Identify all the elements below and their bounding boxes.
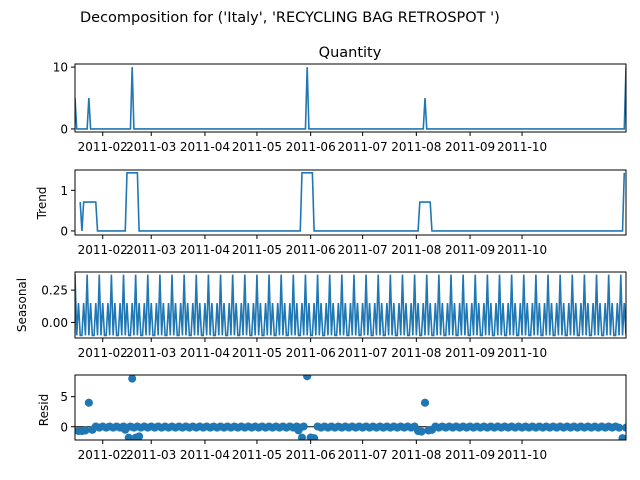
panel-seasonal-ylabel: Seasonal (15, 278, 29, 332)
resid-ytick-label: 0 (60, 420, 68, 434)
resid-point (84, 398, 93, 407)
resid-xtick-label: 2011-08 (391, 448, 441, 462)
seasonal-xtick-label: 2011-05 (232, 346, 282, 360)
quantity-xtick-label: 2011-02 (78, 140, 128, 154)
quantity-xtick-label: 2011-08 (391, 140, 441, 154)
quantity-xtick-label: 2011-06 (286, 140, 336, 154)
resid-xtick-label: 2011-10 (497, 448, 547, 462)
resid-ytick-label: 5 (60, 390, 68, 404)
trend-ytick-label: 1 (60, 184, 68, 198)
quantity-xtick-label: 2011-05 (232, 140, 282, 154)
trend-series-line (79, 172, 626, 232)
seasonal-xtick-label: 2011-10 (497, 346, 547, 360)
trend-axes-frame (74, 169, 627, 236)
resid-point (417, 427, 426, 436)
seasonal-xtick-label: 2011-07 (338, 346, 388, 360)
trend-xtick-label: 2011-03 (126, 243, 176, 257)
resid-point (297, 433, 306, 440)
seasonal-axes-frame (74, 271, 627, 339)
quantity-xtick-label: 2011-09 (445, 140, 495, 154)
panel-resid-ylabel: Resid (37, 394, 51, 426)
resid-point (618, 434, 626, 440)
resid-point (303, 375, 312, 381)
seasonal-xtick-label: 2011-03 (126, 346, 176, 360)
resid-point (294, 426, 303, 435)
seasonal-ytick-label: 0.25 (41, 284, 68, 298)
quantity-series-line (75, 67, 626, 130)
seasonal-xtick-label: 2011-02 (78, 346, 128, 360)
resid-point (128, 375, 137, 383)
seasonal-xtick-label: 2011-04 (180, 346, 230, 360)
resid-point (622, 423, 626, 432)
resid-xtick-label: 2011-07 (338, 448, 388, 462)
resid-point (427, 425, 436, 434)
trend-xtick-label: 2011-10 (497, 243, 547, 257)
resid-point (310, 434, 319, 440)
resid-xtick-label: 2011-09 (445, 448, 495, 462)
resid-xtick-label: 2011-03 (126, 448, 176, 462)
seasonal-xtick-label: 2011-09 (445, 346, 495, 360)
resid-point (81, 426, 90, 435)
quantity-axes-frame (74, 63, 627, 133)
trend-xtick-label: 2011-06 (286, 243, 336, 257)
quantity-xtick-label: 2011-07 (338, 140, 388, 154)
resid-axes-frame (74, 374, 627, 441)
seasonal-series-line (75, 274, 626, 337)
trend-xtick-label: 2011-02 (78, 243, 128, 257)
trend-xtick-label: 2011-08 (391, 243, 441, 257)
resid-xtick-label: 2011-02 (78, 448, 128, 462)
resid-point (135, 432, 144, 440)
resid-xtick-label: 2011-04 (180, 448, 230, 462)
trend-xtick-label: 2011-07 (338, 243, 388, 257)
resid-point (421, 398, 430, 407)
quantity-ytick-label: 10 (53, 61, 68, 75)
resid-point (88, 425, 97, 434)
panel-quantity-title: Quantity (319, 45, 382, 61)
quantity-xtick-label: 2011-04 (180, 140, 230, 154)
trend-ytick-label: 0 (60, 224, 68, 238)
quantity-xtick-label: 2011-03 (126, 140, 176, 154)
quantity-xtick-label: 2011-10 (497, 140, 547, 154)
figure-title: Decomposition for ('Italy', 'RECYCLING B… (80, 10, 500, 26)
resid-xtick-label: 2011-06 (286, 448, 336, 462)
seasonal-ytick-label: 0.00 (41, 316, 68, 330)
seasonal-xtick-label: 2011-06 (286, 346, 336, 360)
trend-xtick-label: 2011-04 (180, 243, 230, 257)
resid-point (121, 425, 130, 434)
seasonal-xtick-label: 2011-08 (391, 346, 441, 360)
resid-point (615, 423, 624, 432)
resid-xtick-label: 2011-05 (232, 448, 282, 462)
trend-xtick-label: 2011-09 (445, 243, 495, 257)
resid-point (124, 433, 133, 440)
trend-xtick-label: 2011-05 (232, 243, 282, 257)
quantity-ytick-label: 0 (60, 122, 68, 136)
panel-trend-ylabel: Trend (35, 187, 49, 221)
